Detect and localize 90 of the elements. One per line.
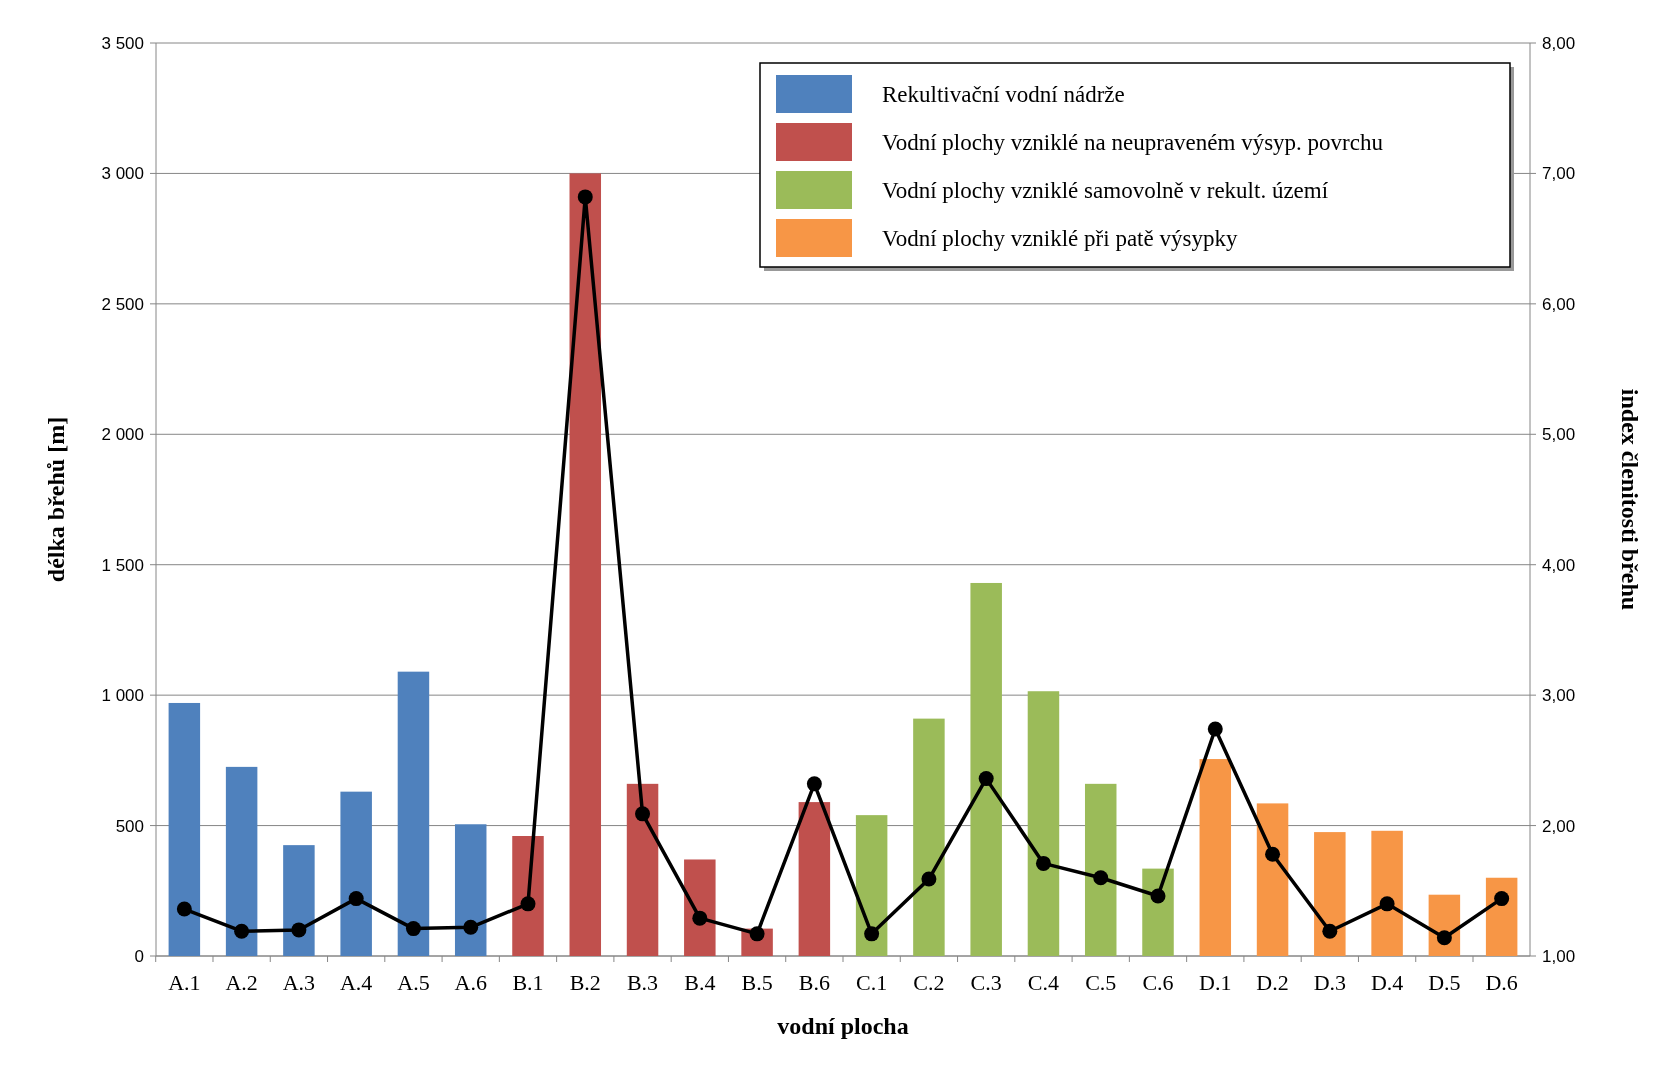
point	[234, 923, 250, 939]
x-tick-label: A.3	[282, 970, 316, 995]
bar	[970, 582, 1002, 956]
y-tick-label: 2 000	[101, 425, 144, 445]
point	[291, 922, 307, 938]
x-tick-label: B.6	[798, 970, 830, 995]
bar	[855, 815, 888, 956]
bar	[454, 824, 487, 956]
y2-tick-label: 1,00	[1542, 946, 1576, 966]
y2-tick-label: 2,00	[1542, 816, 1576, 836]
legend-label: Vodní plochy vzniklé samovolně v rekult. území	[882, 178, 1329, 204]
point	[463, 919, 479, 935]
bar	[798, 802, 831, 956]
bar	[1199, 759, 1232, 956]
bar	[684, 859, 716, 956]
x-tick-label: C.1	[856, 970, 888, 995]
x-tick-label: D.1	[1199, 970, 1232, 995]
x-tick-label: B.4	[684, 970, 716, 995]
x-tick-label: C.3	[970, 970, 1002, 995]
y-tick-label: 1 500	[101, 555, 144, 575]
point	[806, 776, 822, 792]
x-tick-label: A.2	[225, 970, 258, 995]
x-tick-label: D.2	[1256, 970, 1289, 995]
x-tick-label: C.5	[1085, 970, 1117, 995]
point	[1093, 870, 1109, 886]
x-tick-label: D.6	[1485, 970, 1518, 995]
bar	[397, 671, 430, 956]
point	[1379, 896, 1395, 912]
bar	[1256, 803, 1289, 956]
x-axis-title: vodní plocha	[777, 1013, 909, 1039]
point	[520, 896, 536, 912]
bar	[1371, 830, 1403, 956]
y-tick-label: 0	[134, 946, 144, 966]
y2-axis-title: index členitosti břehu	[1617, 388, 1643, 611]
bar	[913, 718, 945, 956]
y-tick-label: 1 000	[101, 686, 144, 706]
legend-label: Rekultivační vodní nádrže	[882, 82, 1125, 108]
y-tick-label: 3 000	[101, 164, 144, 184]
point	[348, 891, 364, 907]
x-tick-label: A.5	[397, 970, 430, 995]
x-tick-label: A.4	[339, 970, 373, 995]
x-tick-label: D.3	[1313, 970, 1347, 995]
y2-tick-label: 5,00	[1542, 425, 1576, 445]
y2-tick-label: 8,00	[1542, 33, 1576, 53]
bar	[1314, 832, 1346, 956]
bar	[569, 173, 602, 956]
x-tick-label: B.1	[512, 970, 544, 995]
point	[1322, 923, 1338, 939]
point	[692, 910, 708, 926]
point	[864, 926, 880, 942]
point	[1436, 930, 1452, 946]
x-tick-label: D.5	[1428, 970, 1461, 995]
bar	[1485, 877, 1518, 956]
point	[405, 921, 421, 937]
point	[1207, 721, 1223, 737]
bar	[168, 702, 201, 956]
x-tick-label: A.6	[454, 970, 487, 995]
bar	[283, 845, 315, 956]
point	[921, 871, 937, 887]
point	[1035, 855, 1051, 871]
y2-tick-label: 4,00	[1542, 555, 1576, 575]
y-axis-title: délka břehů [m]	[43, 416, 69, 583]
bar	[626, 783, 659, 956]
legend-label: Vodní plochy vzniklé při patě výsypky	[882, 226, 1238, 252]
bar	[340, 791, 372, 956]
bar	[1027, 691, 1060, 956]
x-tick-label: D.4	[1370, 970, 1404, 995]
point	[978, 771, 994, 787]
y-tick-label: 2 500	[101, 294, 144, 314]
bar	[1084, 783, 1117, 956]
point	[1265, 846, 1281, 862]
x-tick-label: B.3	[626, 970, 659, 995]
bar	[225, 766, 258, 956]
y2-tick-label: 7,00	[1542, 164, 1576, 184]
y2-tick-label: 3,00	[1542, 686, 1576, 706]
x-tick-label: C.4	[1027, 970, 1060, 995]
legend-label: Vodní plochy vzniklé na neupraveném výsyp. povrchu	[882, 130, 1384, 156]
point	[1494, 891, 1510, 907]
x-tick-label: A.1	[168, 970, 201, 995]
point	[635, 806, 651, 822]
y2-tick-label: 6,00	[1542, 294, 1576, 314]
point	[176, 901, 192, 917]
x-tick-label: B.2	[569, 970, 601, 995]
y-tick-label: 3 500	[101, 33, 144, 53]
point	[577, 189, 593, 205]
x-tick-label: B.5	[741, 970, 773, 995]
y-tick-label: 500	[115, 816, 144, 836]
x-tick-label: C.6	[1142, 970, 1174, 995]
point	[1150, 888, 1166, 904]
x-tick-label: C.2	[913, 970, 945, 995]
